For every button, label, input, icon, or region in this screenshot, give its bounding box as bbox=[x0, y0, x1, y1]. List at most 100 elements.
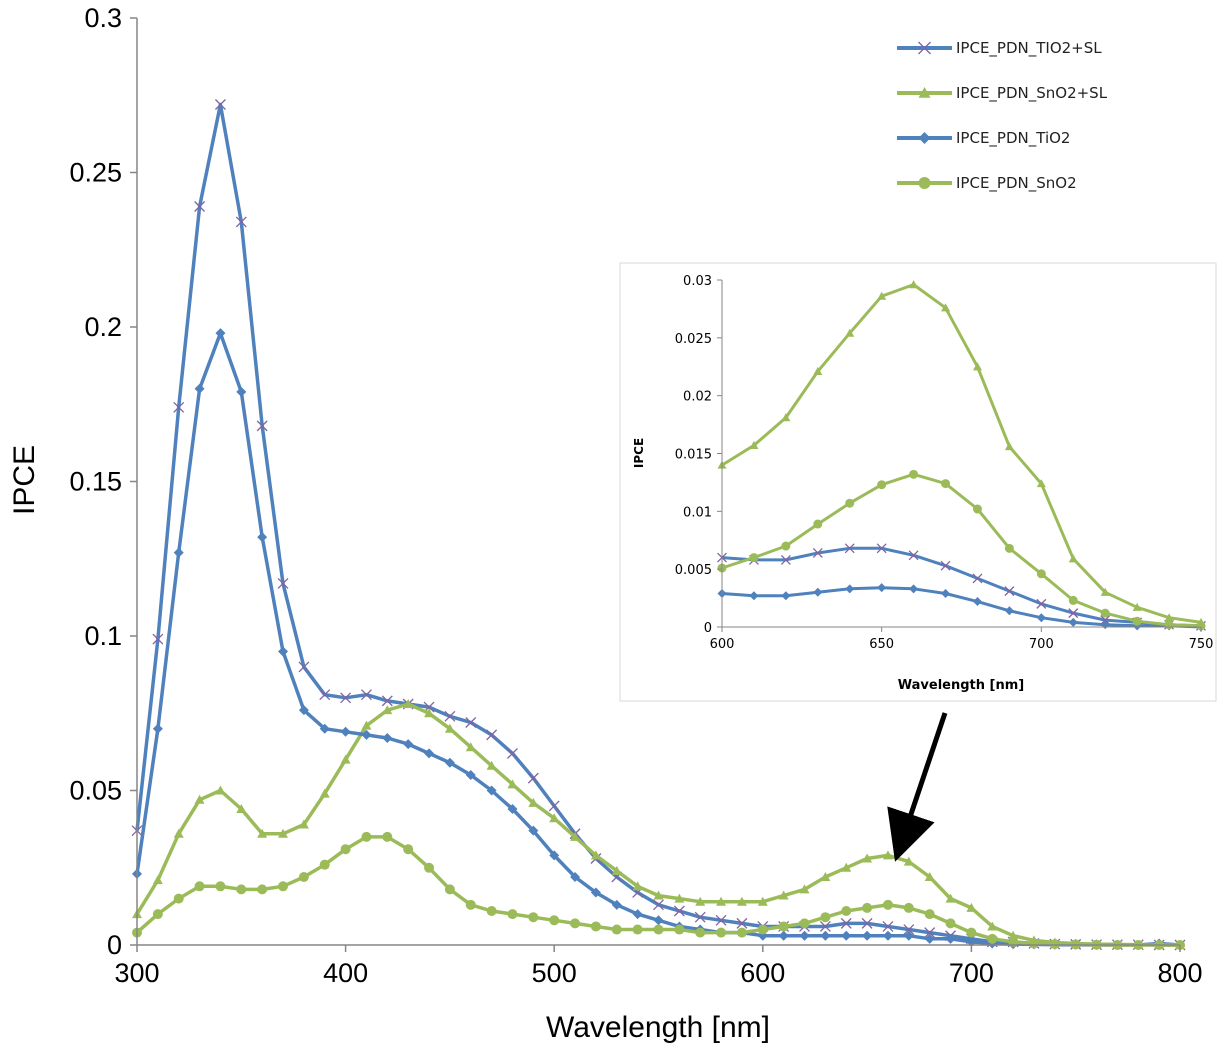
main-x-tick-label: 300 bbox=[114, 958, 159, 988]
main-data-point bbox=[882, 921, 894, 932]
main-data-point bbox=[152, 909, 163, 920]
main-data-point bbox=[173, 893, 184, 904]
main-data-point bbox=[903, 902, 914, 913]
main-data-point bbox=[882, 930, 893, 941]
main-data-point bbox=[465, 770, 476, 781]
main-data-point bbox=[549, 915, 560, 926]
main-data-point bbox=[361, 689, 372, 701]
inset-series-x bbox=[717, 543, 1206, 631]
main-x-tick-label: 700 bbox=[949, 958, 994, 988]
main-data-point bbox=[215, 328, 226, 339]
main-data-point bbox=[507, 747, 518, 759]
main-data-point bbox=[444, 723, 455, 733]
main-data-point bbox=[632, 924, 643, 935]
main-data-point bbox=[549, 850, 560, 861]
inset-data-point bbox=[813, 519, 823, 529]
main-data-point bbox=[298, 872, 309, 883]
main-data-point bbox=[549, 813, 560, 823]
inset-data-point bbox=[1004, 586, 1015, 597]
main-data-point bbox=[424, 748, 435, 759]
main-y-tick-label: 0 bbox=[107, 930, 122, 960]
inset-data-point bbox=[813, 587, 823, 597]
main-data-point bbox=[257, 828, 268, 838]
inset-data-point bbox=[877, 583, 887, 593]
main-data-point bbox=[861, 917, 873, 929]
main-y-tick-label: 0.25 bbox=[69, 158, 122, 188]
legend-swatch-marker bbox=[918, 41, 931, 55]
main-data-point bbox=[298, 705, 309, 716]
inset-x-tick-label: 750 bbox=[1189, 637, 1214, 652]
main-data-point bbox=[570, 831, 581, 841]
inset-data-point bbox=[813, 366, 823, 375]
main-data-point bbox=[235, 216, 247, 228]
main-data-point bbox=[361, 720, 372, 730]
inset-data-point bbox=[909, 280, 919, 289]
main-data-point bbox=[694, 911, 706, 923]
inset-data-point bbox=[781, 541, 791, 551]
main-data-point bbox=[319, 689, 331, 701]
inset-data-point bbox=[812, 548, 823, 558]
inset-data-point bbox=[941, 479, 951, 489]
main-data-point bbox=[152, 875, 163, 885]
main-data-point bbox=[987, 933, 998, 944]
main-data-point bbox=[257, 532, 268, 543]
inset-y-tick-label: 0 bbox=[704, 621, 712, 636]
inset-data-point bbox=[1164, 613, 1174, 622]
inset-x-tick-label: 600 bbox=[710, 637, 735, 652]
main-data-point bbox=[403, 739, 414, 750]
inset-y-tick-label: 0.03 bbox=[683, 274, 712, 289]
main-data-point bbox=[194, 201, 206, 212]
main-plot: 0 0.05 0.1 0.15 0.2 0.25 0.3 300 400 500 600 700 800… bbox=[8, 3, 1203, 1044]
legend-swatch-marker bbox=[918, 87, 931, 98]
main-data-point bbox=[820, 930, 831, 941]
legend-label: IPCE_PDN_SnO2 bbox=[956, 174, 1077, 193]
inset-data-point bbox=[1132, 616, 1142, 626]
main-data-point bbox=[486, 729, 498, 741]
main-y-tick-label: 0.15 bbox=[69, 467, 122, 497]
main-data-point bbox=[444, 884, 455, 895]
main-data-point bbox=[653, 899, 664, 911]
main-data-point bbox=[736, 896, 747, 906]
inset-series-line bbox=[721, 586, 1202, 629]
main-x-axis-label: Wavelength [nm] bbox=[546, 1011, 770, 1044]
main-data-point bbox=[298, 661, 310, 673]
inset-series-layer bbox=[717, 280, 1206, 632]
main-series-line bbox=[135, 702, 1181, 947]
main-data-point bbox=[945, 918, 956, 929]
main-data-point bbox=[862, 930, 873, 941]
main-data-point bbox=[486, 760, 497, 770]
main-data-point bbox=[194, 383, 205, 394]
main-data-point bbox=[278, 646, 289, 657]
legend-label: IPCE_PDN_TiO2 bbox=[956, 129, 1070, 148]
main-data-point bbox=[340, 692, 352, 704]
inset-y-axis-label: IPCE bbox=[632, 438, 646, 468]
inset-data-point bbox=[1068, 608, 1079, 619]
main-data-point bbox=[840, 917, 852, 929]
inset-data-point bbox=[781, 413, 791, 422]
main-data-point bbox=[632, 881, 643, 891]
inset-data-point bbox=[749, 440, 759, 450]
legend-item: IPCE_PDN_TiO2 bbox=[897, 129, 1070, 148]
main-data-point bbox=[382, 831, 393, 842]
legend-label: IPCE_PDN_SnO2+SL bbox=[956, 84, 1108, 103]
inset-data-point bbox=[1036, 479, 1046, 488]
main-data-point bbox=[778, 930, 789, 941]
main-data-point bbox=[361, 729, 372, 740]
inset-x-tick-label: 650 bbox=[869, 637, 894, 652]
main-y-tick-label: 0.2 bbox=[84, 312, 122, 342]
main-data-point bbox=[611, 924, 622, 935]
main-data-point bbox=[215, 785, 226, 795]
main-data-point bbox=[924, 872, 935, 882]
inset-y-tick-label: 0.02 bbox=[683, 390, 712, 405]
inset-data-point bbox=[941, 303, 951, 312]
main-data-point bbox=[757, 896, 768, 906]
main-data-point bbox=[716, 927, 727, 938]
inset-data-point bbox=[845, 584, 855, 594]
main-data-point bbox=[653, 924, 664, 935]
main-y-tick-label: 0.1 bbox=[84, 621, 122, 651]
main-data-point bbox=[778, 890, 789, 900]
inset-data-point bbox=[1004, 543, 1014, 553]
main-data-point bbox=[799, 918, 810, 929]
main-x-tick-label: 800 bbox=[1157, 958, 1202, 988]
main-data-point bbox=[778, 921, 789, 932]
